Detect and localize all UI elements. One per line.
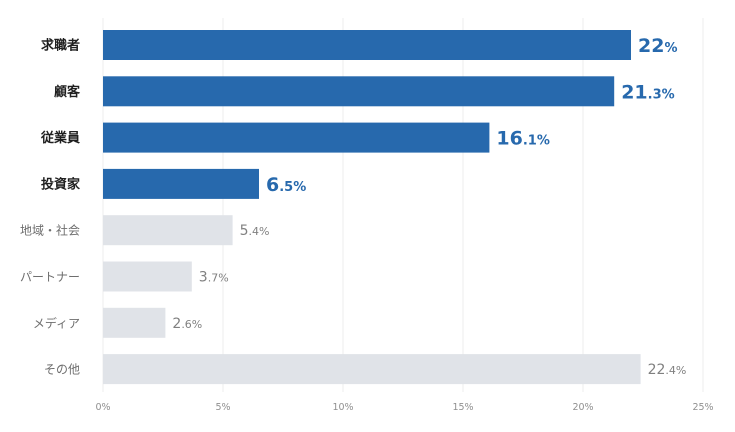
category-label: メディア [33, 315, 80, 330]
value-label-integer: 16 [496, 128, 522, 150]
value-label-decimal: .1% [523, 134, 550, 149]
x-axis-tick-labels: 0% 5% 10% 15% 20% 25% [95, 402, 713, 413]
value-label: 22% [638, 35, 677, 57]
value-label: 2.6% [172, 316, 202, 332]
bar [103, 307, 166, 338]
category-label: 顧客 [54, 84, 81, 100]
value-label-decimal: .4% [249, 225, 270, 238]
value-label-integer: 6 [266, 174, 279, 196]
category-label: パートナー [20, 270, 80, 284]
x-tick-label: 0% [95, 402, 110, 413]
x-tick-label: 20% [572, 402, 593, 413]
value-label-decimal: .6% [181, 318, 202, 331]
category-label: その他 [44, 363, 80, 377]
bars [103, 30, 641, 385]
bar [103, 30, 631, 60]
x-tick-label: 10% [332, 402, 353, 413]
x-tick-label: 5% [215, 402, 230, 413]
value-label: 16.1% [496, 128, 549, 150]
value-label-decimal: .4% [665, 364, 686, 377]
x-tick-label: 25% [692, 402, 713, 413]
value-label-decimal: .5% [279, 180, 306, 195]
category-label: 投資家 [41, 176, 81, 192]
value-label: 3.7% [199, 270, 229, 286]
value-label-integer: 5 [240, 223, 249, 239]
value-label-decimal: .3% [648, 87, 675, 102]
category-label: 地域・社会 [20, 223, 80, 238]
value-label: 22.4% [648, 362, 687, 378]
bar [103, 122, 490, 153]
category-label: 求職者 [41, 38, 80, 54]
value-label: 6.5% [266, 174, 306, 196]
value-label-integer: 3 [199, 270, 208, 286]
bar [103, 76, 615, 107]
bar [103, 215, 233, 246]
category-label: 従業員 [40, 130, 80, 146]
bar [103, 354, 641, 385]
value-label: 21.3% [621, 81, 674, 103]
value-label-integer: 2 [172, 316, 181, 332]
bar [103, 168, 259, 199]
value-label-integer: 21 [621, 81, 647, 103]
value-label-integer: 22 [638, 35, 664, 57]
value-label-decimal: .7% [208, 272, 229, 285]
bar [103, 261, 192, 292]
grid-lines [102, 18, 704, 392]
value-label-decimal: % [664, 41, 677, 56]
value-label-integer: 22 [648, 362, 666, 378]
value-labels: 22%21.3%16.1%6.5%5.4%3.7%2.6%22.4% [172, 35, 686, 378]
x-tick-label: 15% [452, 402, 473, 413]
value-label: 5.4% [240, 223, 270, 239]
